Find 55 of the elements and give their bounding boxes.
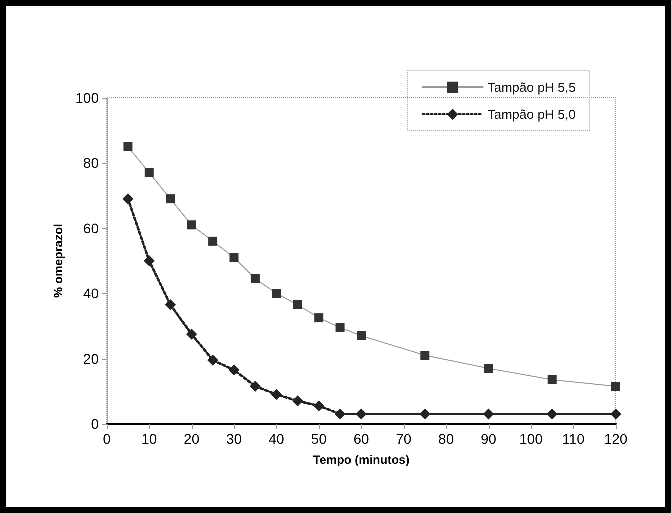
point: [546, 408, 558, 420]
x-tick-label: 100: [519, 431, 544, 447]
point: [420, 408, 431, 420]
point: [336, 323, 345, 332]
point: [271, 389, 282, 400]
point: [186, 328, 198, 340]
y-tick-label: 60: [83, 220, 100, 236]
point: [187, 220, 196, 230]
point: [484, 364, 494, 374]
x-tick-label: 110: [562, 431, 585, 447]
x-tick-label: 80: [438, 431, 454, 447]
point: [334, 408, 346, 420]
point: [420, 351, 430, 360]
x-axis-title: Tempo (minutos): [313, 453, 410, 467]
point: [144, 168, 154, 178]
point: [272, 289, 282, 298]
point: [612, 382, 620, 392]
point: [292, 396, 304, 407]
x-tick-label: 0: [103, 431, 112, 447]
legend-label: Tampão pH 5,0: [488, 107, 576, 122]
x-tick-label: 30: [226, 431, 242, 447]
legend-label: Tampão pH 5,5: [488, 80, 576, 95]
x-tick-label: 60: [354, 431, 370, 447]
y-tick-label: 80: [83, 155, 100, 172]
point: [144, 256, 155, 266]
point: [357, 331, 366, 340]
point: [228, 364, 240, 376]
x-tick-label: 50: [311, 431, 328, 447]
x-tick-label: 20: [184, 431, 200, 447]
point: [610, 408, 622, 420]
x-tick-label: 90: [480, 431, 497, 447]
x-tick-label: 40: [268, 431, 285, 447]
y-tick-label: 0: [91, 416, 100, 432]
point: [230, 253, 239, 262]
point: [122, 194, 134, 205]
x-tick-label: 70: [396, 431, 412, 447]
point: [166, 194, 176, 204]
y-tick-label: 20: [83, 350, 100, 367]
point: [314, 314, 324, 323]
point: [293, 300, 302, 310]
point: [208, 354, 219, 366]
point: [356, 408, 367, 420]
point: [165, 300, 176, 311]
y-tick-label: 100: [76, 90, 100, 106]
point: [250, 274, 260, 284]
y-axis-title: % omeprazol: [52, 224, 66, 298]
point: [124, 142, 133, 152]
x-tick-label: 10: [142, 431, 158, 447]
point: [208, 236, 218, 246]
point: [548, 375, 557, 384]
point: [250, 381, 261, 392]
point: [483, 408, 494, 420]
x-tick-label: 120: [604, 431, 628, 447]
point: [314, 400, 325, 412]
y-tick-label: 40: [83, 286, 100, 302]
